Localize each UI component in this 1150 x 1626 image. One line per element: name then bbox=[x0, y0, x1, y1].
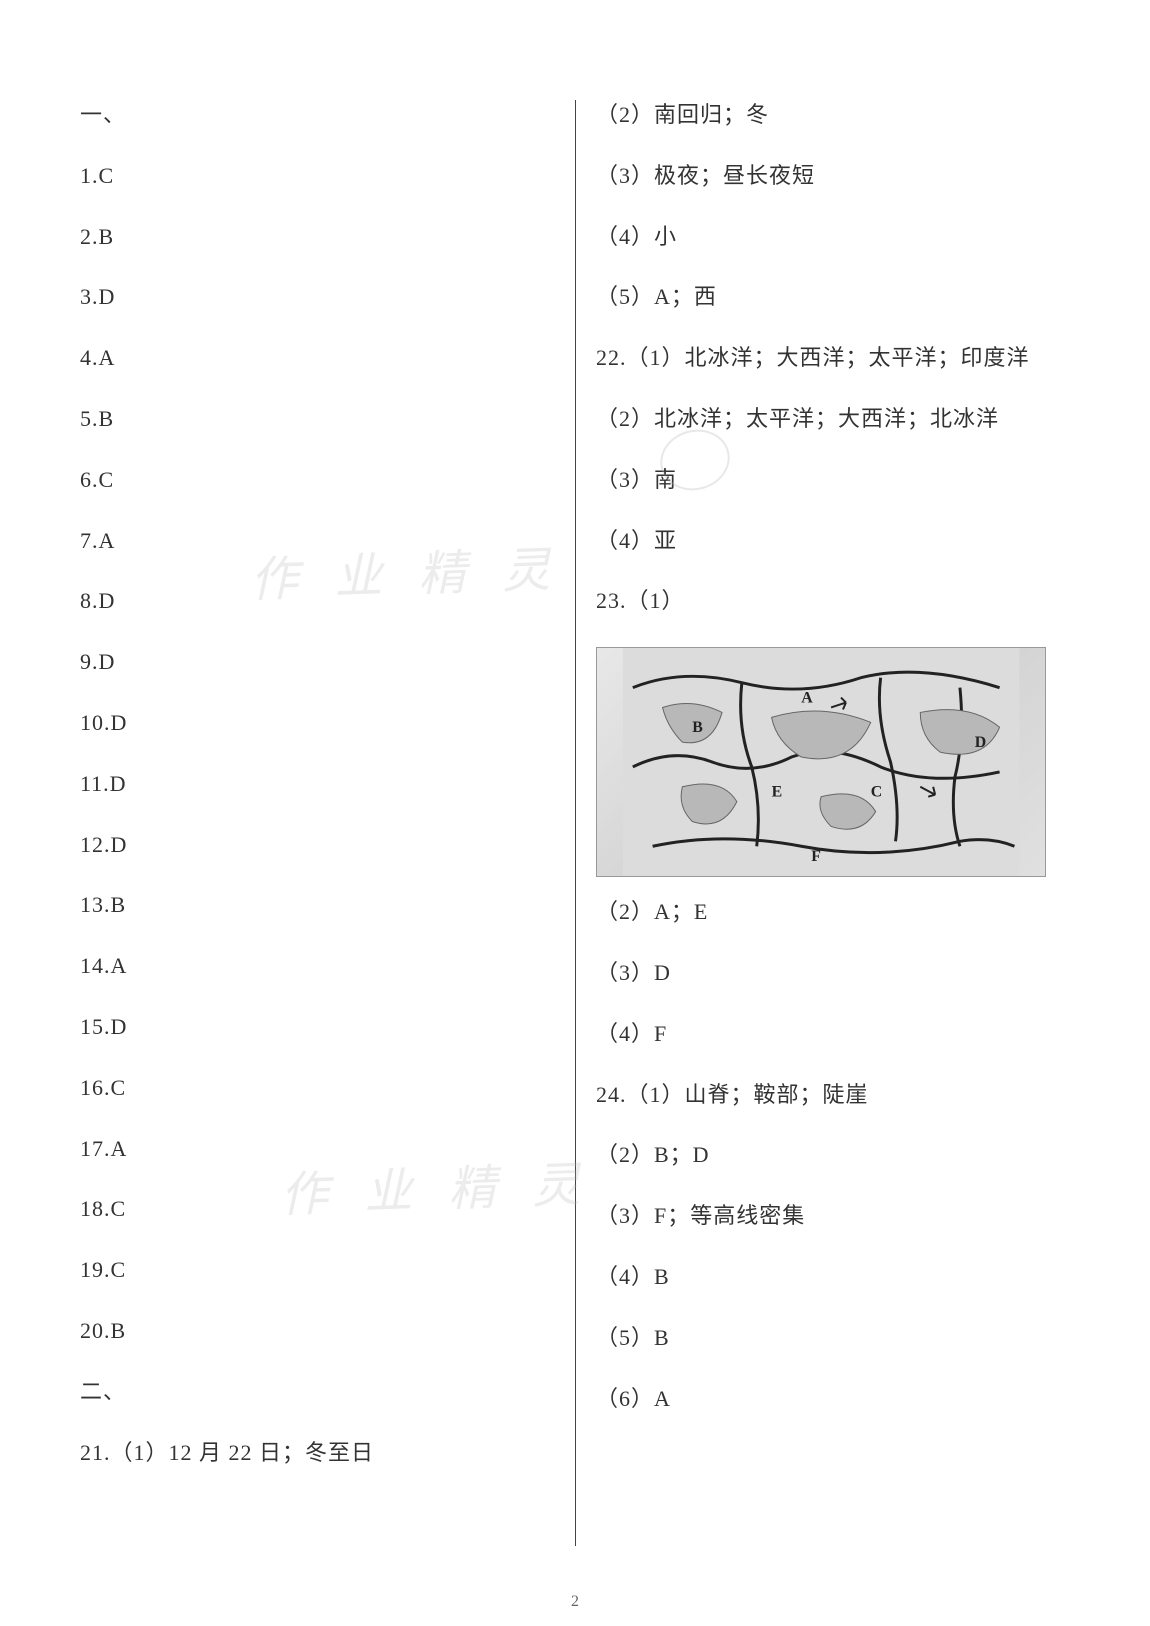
answer-q24-5: （5）B bbox=[596, 1323, 1070, 1354]
answer-q21-5: （5）A；西 bbox=[596, 282, 1070, 313]
answer-item: 12.D bbox=[80, 830, 555, 861]
answer-item: 9.D bbox=[80, 647, 555, 678]
answer-q21-4: （4）小 bbox=[596, 222, 1070, 253]
answer-q24-1: 24.（1）山脊；鞍部；陡崖 bbox=[596, 1080, 1070, 1111]
answer-key-page: 作 业 精 灵 作 业 精 灵 一、 1.C 2.B 3.D 4.A 5.B 6… bbox=[0, 0, 1150, 1626]
answer-item: 5.B bbox=[80, 404, 555, 435]
map-svg: A B C D E F bbox=[597, 648, 1045, 876]
map-label-b: B bbox=[692, 719, 703, 736]
answer-q24-4: （4）B bbox=[596, 1262, 1070, 1293]
answer-item: 1.C bbox=[80, 161, 555, 192]
answer-q21-1: 21.（1）12 月 22 日；冬至日 bbox=[80, 1438, 555, 1469]
answer-q22-1: 22.（1）北冰洋；大西洋；太平洋；印度洋 bbox=[596, 343, 1070, 374]
answer-q24-3: （3）F；等高线密集 bbox=[596, 1201, 1070, 1232]
answer-q23-1: 23.（1） bbox=[596, 586, 1070, 617]
answer-item: 16.C bbox=[80, 1073, 555, 1104]
answer-q21-2: （2）南回归；冬 bbox=[596, 100, 1070, 131]
answer-q23-3: （3）D bbox=[596, 958, 1070, 989]
answer-item: 3.D bbox=[80, 282, 555, 313]
answer-item: 10.D bbox=[80, 708, 555, 739]
left-column: 一、 1.C 2.B 3.D 4.A 5.B 6.C 7.A 8.D 9.D 1… bbox=[80, 100, 575, 1546]
tectonic-plates-map: A B C D E F bbox=[596, 647, 1046, 877]
answer-item: 4.A bbox=[80, 343, 555, 374]
answer-q21-3: （3）极夜；昼长夜短 bbox=[596, 161, 1070, 192]
answer-item: 8.D bbox=[80, 586, 555, 617]
answer-item: 13.B bbox=[80, 890, 555, 921]
answer-item: 7.A bbox=[80, 526, 555, 557]
answer-item: 20.B bbox=[80, 1316, 555, 1347]
map-label-d: D bbox=[975, 734, 986, 751]
answer-item: 17.A bbox=[80, 1134, 555, 1165]
map-label-a: A bbox=[801, 690, 813, 707]
answer-item: 15.D bbox=[80, 1012, 555, 1043]
right-column: （2）南回归；冬 （3）极夜；昼长夜短 （4）小 （5）A；西 22.（1）北冰… bbox=[575, 100, 1070, 1546]
answer-item: 11.D bbox=[80, 769, 555, 800]
answer-q22-3: （3）南 bbox=[596, 465, 1070, 496]
answer-item: 14.A bbox=[80, 951, 555, 982]
answer-item: 19.C bbox=[80, 1255, 555, 1286]
page-number: 2 bbox=[571, 1593, 579, 1611]
section-2-header: 二、 bbox=[80, 1377, 555, 1408]
answer-q22-4: （4）亚 bbox=[596, 526, 1070, 557]
answer-q22-2: （2）北冰洋；太平洋；大西洋；北冰洋 bbox=[596, 404, 1070, 435]
content-columns: 一、 1.C 2.B 3.D 4.A 5.B 6.C 7.A 8.D 9.D 1… bbox=[80, 100, 1070, 1546]
map-label-c: C bbox=[871, 784, 882, 801]
answer-item: 2.B bbox=[80, 222, 555, 253]
answer-item: 18.C bbox=[80, 1194, 555, 1225]
answer-q24-2: （2）B；D bbox=[596, 1140, 1070, 1171]
section-1-header: 一、 bbox=[80, 100, 555, 131]
answer-q23-4: （4）F bbox=[596, 1019, 1070, 1050]
answer-q23-2: （2）A；E bbox=[596, 897, 1070, 928]
map-label-f: F bbox=[811, 848, 821, 865]
map-label-e: E bbox=[772, 784, 783, 801]
answer-q24-6: （6）A bbox=[596, 1384, 1070, 1415]
answer-item: 6.C bbox=[80, 465, 555, 496]
